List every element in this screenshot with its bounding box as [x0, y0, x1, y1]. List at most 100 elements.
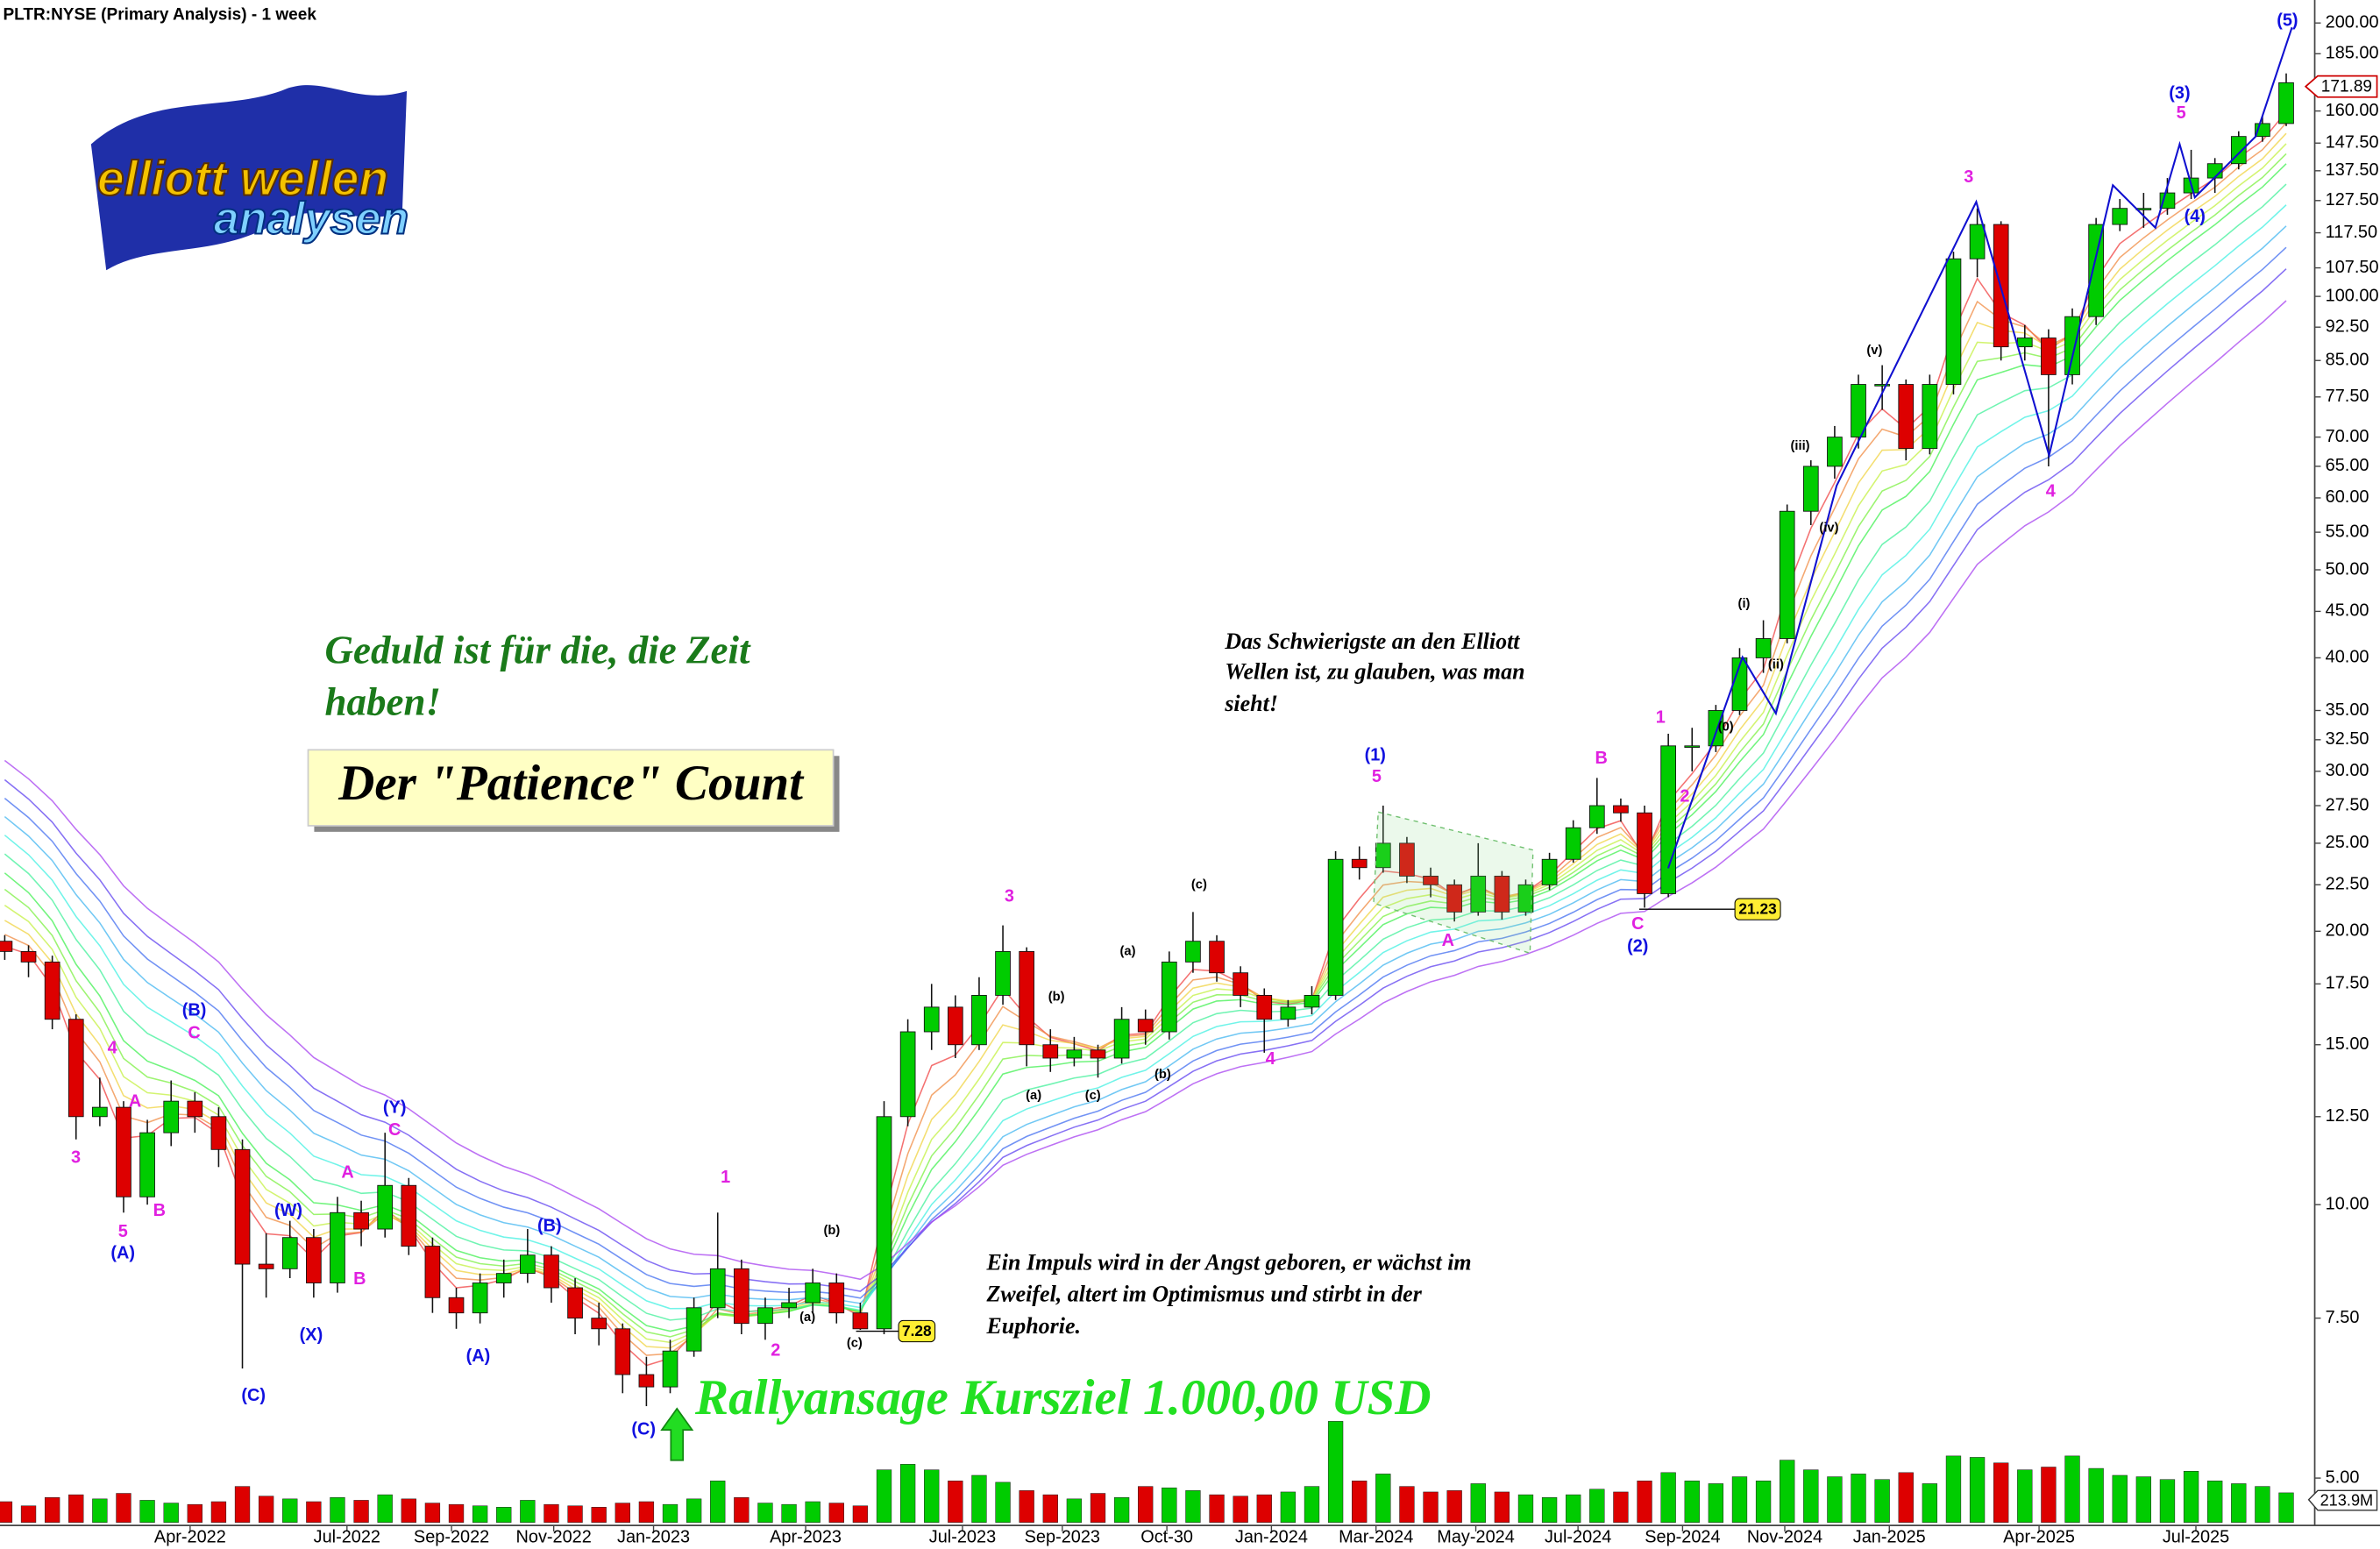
volume-bar [1993, 1462, 2009, 1523]
volume-bar [424, 1503, 441, 1523]
volume-bar [924, 1469, 940, 1523]
wave-label: (4) [2185, 207, 2206, 226]
wave-label: (C) [631, 1419, 656, 1439]
quote: Euphorie. [985, 1313, 1081, 1339]
candle-body [543, 1254, 559, 1289]
quote: sieht! [1224, 691, 1278, 716]
candle-body [1851, 384, 1866, 438]
candle-body [1066, 1049, 1083, 1059]
logo-text: elliott wellen [97, 151, 388, 205]
candle-body [781, 1302, 797, 1309]
volume-bar [139, 1500, 155, 1523]
last-price: 171.89 [2304, 75, 2378, 98]
volume-bar [2159, 1479, 2176, 1523]
candle-body [424, 1246, 441, 1298]
wave-label: 2 [1680, 786, 1689, 806]
candle-body [281, 1237, 298, 1269]
candle-body [686, 1307, 702, 1352]
candle-body [1446, 884, 1462, 913]
wave-label: A [129, 1091, 141, 1111]
wave-label: (a) [1026, 1089, 1041, 1103]
wave-label: (A) [110, 1243, 135, 1262]
candle-body [1494, 875, 1510, 913]
wave-label: C [388, 1120, 401, 1140]
x-tick-label: Oct-30 [1140, 1527, 1193, 1546]
candle-body [520, 1254, 536, 1275]
volume-bar [2207, 1481, 2223, 1523]
wave-label: (c) [847, 1336, 863, 1350]
x-tick-label: Jul-2024 [1545, 1527, 1611, 1546]
y-tick-label: 85.00 [2326, 351, 2369, 370]
tag-label: 7.28 [902, 1322, 932, 1339]
volume-bar [1780, 1460, 1795, 1523]
candle-body [734, 1268, 750, 1325]
volume-bar [1541, 1496, 1558, 1523]
wave-label: B [1595, 749, 1608, 768]
volume-bar [1209, 1494, 1225, 1523]
volume-bar [163, 1503, 179, 1523]
candle-body [1113, 1019, 1130, 1059]
candle-body [1137, 1019, 1154, 1033]
volume-bar [686, 1498, 702, 1523]
y-tick-label: 15.00 [2326, 1034, 2369, 1054]
last-volume-label: 213.9M [2320, 1491, 2374, 1509]
wave-label: 5 [1372, 767, 1382, 786]
candle-body [1517, 884, 1534, 913]
volume-bar [44, 1496, 60, 1523]
volume-bar [282, 1498, 298, 1523]
tag-box [898, 1319, 936, 1343]
wave-label: (b) [1154, 1068, 1171, 1082]
volume-bar [496, 1507, 512, 1523]
y-tick-label: 77.50 [2326, 387, 2369, 406]
x-tick-label: Sep-2024 [1645, 1527, 1720, 1546]
wave-label: (W) [274, 1201, 302, 1220]
tag-box [1734, 898, 1781, 920]
volume-bar [1827, 1476, 1843, 1523]
volume-bar [1138, 1486, 1154, 1523]
candle-body [116, 1106, 131, 1197]
candle-body [709, 1268, 726, 1309]
candle-body [638, 1374, 655, 1388]
x-tick-label: Apr-2023 [770, 1527, 842, 1546]
candle-body [757, 1307, 773, 1325]
candle-body [2041, 338, 2057, 375]
candle-body [828, 1283, 845, 1314]
y-tick-label: 65.00 [2326, 456, 2369, 475]
x-tick-label: Jul-2023 [929, 1527, 996, 1546]
y-tick-label: 25.00 [2326, 833, 2369, 852]
volume-bar [234, 1486, 251, 1523]
y-tick-label: 35.00 [2326, 700, 2369, 720]
x-tick-label: Nov-2022 [516, 1527, 592, 1546]
candle-body [20, 950, 37, 963]
candle-body [1922, 384, 1938, 450]
volume-bar [2064, 1455, 2080, 1523]
y-tick-label: 147.50 [2326, 132, 2379, 152]
volume-bar [757, 1503, 773, 1523]
volume-bar [2183, 1470, 2199, 1523]
volume-bar [1613, 1491, 1629, 1523]
x-tick-label: Jan-2024 [1235, 1527, 1308, 1546]
volume-bar [1470, 1483, 1486, 1523]
wave-label: (Y) [383, 1098, 407, 1117]
y-axis-area [2314, 0, 2380, 1526]
candle-body [852, 1312, 869, 1330]
wave-label: (iv) [1819, 521, 1838, 535]
volume-bar [20, 1505, 37, 1523]
wave-label: (B) [537, 1216, 562, 1235]
volume-bar [2135, 1476, 2152, 1523]
candle-body [567, 1287, 583, 1319]
volume-bar [1375, 1474, 1391, 1523]
headline-box [307, 749, 835, 827]
candle-body [1969, 224, 1986, 259]
wave-label: 3 [71, 1148, 81, 1167]
candle-body [377, 1184, 394, 1230]
volume-bar [1066, 1498, 1083, 1523]
candle-body [1945, 258, 1962, 385]
y-tick-label: 7.50 [2326, 1308, 2360, 1327]
wave-label: 2 [771, 1340, 780, 1360]
volume-bar [876, 1469, 892, 1523]
candle-body [187, 1100, 203, 1118]
candle-body [1802, 465, 1819, 512]
wave-label: (5) [2277, 11, 2298, 31]
